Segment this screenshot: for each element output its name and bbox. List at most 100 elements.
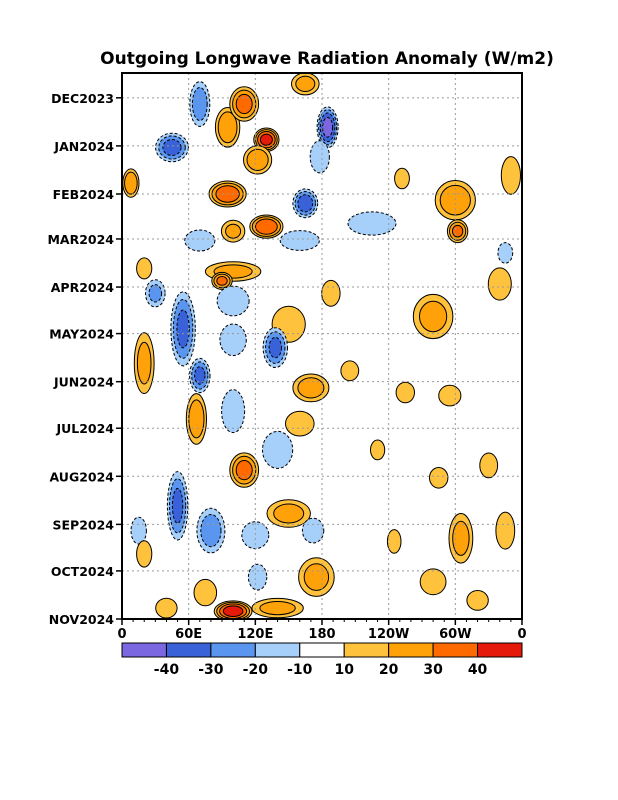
x-tick-label: 60E <box>175 627 202 642</box>
contour-level <box>297 377 325 399</box>
x-tick-label: 120E <box>237 627 273 642</box>
anomaly-feature <box>301 517 325 544</box>
grid-lines <box>122 73 522 619</box>
contour-level <box>259 601 296 616</box>
anomaly-feature <box>221 389 246 434</box>
anomaly-feature <box>279 230 320 251</box>
colorbar-swatch <box>299 642 345 658</box>
contour-level <box>191 87 208 121</box>
anomaly-feature <box>495 511 516 550</box>
colorbar-label: -30 <box>198 662 224 678</box>
contour-level <box>285 410 315 437</box>
colorbar-label: 30 <box>423 662 443 678</box>
anomaly-feature <box>285 410 315 437</box>
x-tick-label: 0 <box>517 627 526 642</box>
anomaly-feature <box>340 360 360 382</box>
anomaly-feature <box>386 529 402 554</box>
anomaly-feature <box>292 373 330 403</box>
contour-level <box>303 563 330 591</box>
contour-level <box>221 389 246 434</box>
anomaly-feature <box>211 271 233 290</box>
anomaly-feature <box>216 285 250 317</box>
contour-level <box>130 516 147 545</box>
anomaly-feature <box>136 257 153 280</box>
colorbar-label: -20 <box>243 662 269 678</box>
contour-level <box>184 229 216 252</box>
contour-level <box>273 503 305 524</box>
contour-level <box>176 309 190 349</box>
contour-level <box>259 133 273 146</box>
contour-level <box>301 517 325 544</box>
y-axis: DEC2023 JAN2024 FEB2024 MAR2024 APR2024 MAY20… <box>47 91 122 627</box>
colorbar-swatch <box>388 642 434 658</box>
contour-level <box>370 439 386 461</box>
contour-level <box>136 540 153 568</box>
anomaly-feature <box>266 499 311 528</box>
anomaly-feature <box>130 516 147 545</box>
y-tick-label: AUG2024 <box>50 469 115 484</box>
contour-level <box>124 171 138 195</box>
colorbar: -40 -30 -20 -10 10 20 30 40 <box>121 642 523 678</box>
y-tick-label: JUL2024 <box>55 421 114 436</box>
contour-level <box>162 139 182 156</box>
anomaly-feature <box>229 86 260 122</box>
contour-level <box>193 578 218 607</box>
y-tick-label: SEP2024 <box>53 517 115 532</box>
anomaly-feature <box>412 293 454 340</box>
anomaly-feature <box>497 242 514 264</box>
anomaly-feature <box>251 597 304 619</box>
contour-level <box>136 257 153 280</box>
contour-level <box>466 590 489 611</box>
anomaly-feature <box>292 188 319 219</box>
anomaly-feature <box>262 327 288 369</box>
contour-level <box>268 336 282 359</box>
x-tick-label: 180 <box>308 627 335 642</box>
colorbar-swatch <box>343 642 390 658</box>
contour-level <box>340 360 360 382</box>
contour-level <box>309 140 330 174</box>
contour-level <box>395 381 415 404</box>
anomaly-feature <box>262 430 294 469</box>
anomaly-feature <box>298 557 335 597</box>
contour-level <box>487 267 512 301</box>
contour-level <box>200 514 222 548</box>
anomaly-feature <box>145 279 166 308</box>
anomaly-feature <box>466 590 489 611</box>
anomaly-feature <box>321 279 341 307</box>
y-tick-label: DEC2023 <box>51 91 114 106</box>
contour-level <box>216 276 228 286</box>
contour-level <box>297 194 314 213</box>
contour-level <box>255 218 278 235</box>
y-tick-label: JUN2024 <box>53 375 114 390</box>
colorbar-swatch <box>165 642 212 658</box>
anomaly-feature <box>316 106 339 149</box>
contour-level <box>322 117 334 138</box>
anomaly-feature <box>419 568 447 596</box>
y-tick-label: MAY2024 <box>49 327 114 342</box>
anomaly-feature <box>170 291 196 367</box>
contour-level <box>452 520 470 556</box>
contour-level <box>194 366 206 385</box>
anomaly-feature <box>184 229 216 252</box>
contour-level <box>136 341 152 385</box>
contour-level <box>497 242 514 264</box>
anomaly-feature <box>155 132 189 163</box>
contour-level <box>188 399 205 439</box>
y-tick-label: MAR2024 <box>47 232 114 247</box>
colorbar-swatch <box>121 642 167 658</box>
colorbar-swatch <box>254 642 301 658</box>
contour-level <box>235 93 253 115</box>
colorbar-swatch <box>210 642 256 658</box>
contour-level <box>386 529 402 554</box>
colorbar-label: -10 <box>287 662 313 678</box>
anomaly-feature <box>229 452 260 488</box>
colorbar-swatch <box>432 642 479 658</box>
anomaly-feature <box>370 439 386 461</box>
contour-level <box>217 111 238 144</box>
contour-level <box>438 384 462 407</box>
contour-level <box>171 487 184 524</box>
anomaly-feature <box>500 156 521 195</box>
x-tick-label: 0 <box>117 627 126 642</box>
contour-level <box>222 605 244 618</box>
